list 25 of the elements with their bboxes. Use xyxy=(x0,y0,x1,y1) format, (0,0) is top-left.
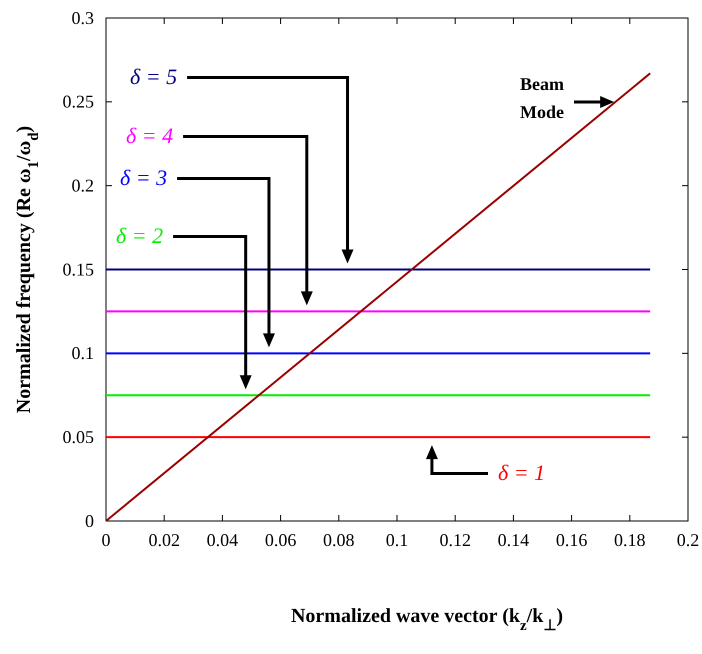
x-tick-label: 0.1 xyxy=(386,530,408,550)
x-tick-label: 0.18 xyxy=(614,530,646,550)
x-tick-label: 0.16 xyxy=(556,530,588,550)
series-label: δ = 1 xyxy=(498,460,546,485)
text: δ = 3 xyxy=(120,165,168,190)
x-tick-label: 0.2 xyxy=(676,530,700,550)
text: δ = 4 xyxy=(126,123,174,148)
y-tick-label: 0.2 xyxy=(72,175,94,196)
x-tick-label: 0.04 xyxy=(206,530,238,550)
x-tick-label: 0.02 xyxy=(148,530,180,550)
x-tick-label: 0.06 xyxy=(264,530,296,550)
x-axis-title: Normalized wave vector (k$_{z}$/k$_{⊥}$) xyxy=(290,605,564,634)
text: δ = 5 xyxy=(130,64,178,89)
series-label: Beam Mode xyxy=(520,74,564,122)
y-tick-label: 0.1 xyxy=(72,343,94,364)
y-tick-label: 0.05 xyxy=(62,426,94,447)
x-tick-label: 0.12 xyxy=(439,530,471,550)
text: δ = 2 xyxy=(116,223,164,248)
y-tick-label: 0.3 xyxy=(72,8,94,28)
x-tick-label: 0 xyxy=(102,530,110,550)
x-tick-label: 0.14 xyxy=(498,530,530,550)
y-tick-label: 0.25 xyxy=(62,92,94,112)
x-tick-label: 0.08 xyxy=(323,530,355,550)
y-tick-label: 0.15 xyxy=(62,259,94,280)
y-tick-label: 0 xyxy=(85,510,94,531)
